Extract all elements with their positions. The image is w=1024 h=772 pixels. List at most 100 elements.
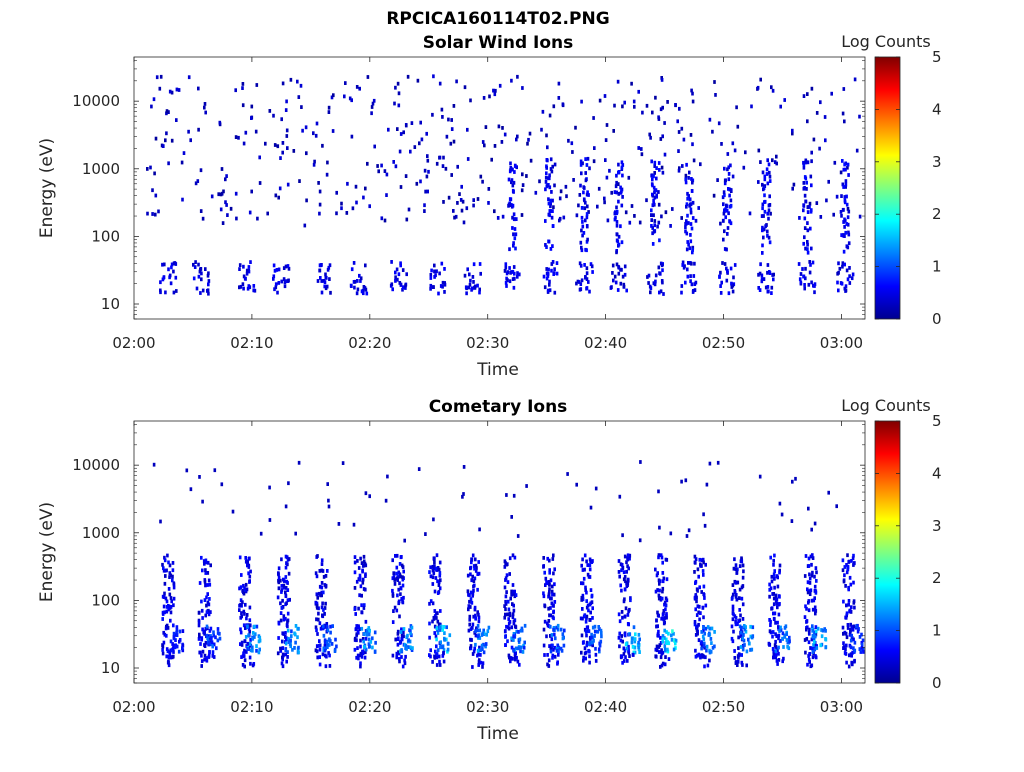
sw-dot (461, 199, 465, 204)
sw-dot (640, 147, 643, 151)
sw-streak-cell (544, 175, 548, 180)
ci-core-cell (747, 637, 750, 642)
ci-tail-cell (321, 652, 325, 657)
ci-column-cell (473, 605, 477, 610)
sw-low-cell (276, 290, 279, 295)
ci-core-cell (512, 634, 515, 639)
ci-column-cell (696, 624, 699, 629)
ci-tail-cell (806, 662, 809, 667)
sw-dot (399, 185, 403, 189)
sw-streak-cell (844, 179, 848, 183)
sw-low-cell (172, 269, 175, 274)
sw-dot (299, 83, 303, 88)
x-tick-label: 02:50 (702, 334, 745, 352)
ci-column-cell (437, 654, 441, 659)
sw-low-cell (364, 287, 368, 292)
ci-column-cell (433, 560, 436, 565)
ci-core-cell (181, 629, 185, 633)
ci-column-cell (507, 653, 511, 658)
sw-streak-cell (691, 216, 695, 220)
sw-streak-cell (690, 177, 693, 181)
sw-low-cell (809, 263, 812, 267)
sw-streak-cell (844, 185, 847, 189)
sw-dot (465, 206, 469, 211)
y-tick-label: 10 (101, 659, 120, 677)
sw-dot (541, 109, 545, 114)
sw-streak-cell (728, 187, 732, 192)
ci-core-cell (253, 624, 256, 629)
ci-tail-cell (207, 653, 211, 658)
ci-column-cell (778, 602, 781, 606)
ci-dot (810, 527, 813, 532)
sw-low-cell (719, 284, 722, 288)
ci-column-cell (738, 587, 742, 592)
sw-low-cell (550, 268, 553, 273)
ci-tail-cell (701, 654, 705, 658)
sw-streak-cell (621, 173, 624, 178)
ci-column-cell (807, 564, 811, 568)
ci-tail-cell (167, 663, 171, 668)
ci-core-cell (597, 647, 601, 652)
x-tick-label: 02:20 (348, 698, 391, 716)
sw-dot (496, 216, 500, 220)
sw-dot (454, 214, 458, 219)
ci-core-cell (181, 646, 184, 651)
colorbar-gradient-solar-wind (874, 56, 901, 320)
ci-dot (297, 460, 301, 465)
ci-column-cell (772, 611, 775, 616)
ci-column-cell (586, 603, 590, 608)
ci-column-cell (701, 557, 705, 562)
ci-column-cell (551, 584, 554, 589)
sw-low-cell (553, 267, 556, 272)
sw-dot (371, 101, 375, 106)
ci-column-cell (623, 597, 626, 602)
sw-dot (455, 79, 458, 84)
ci-column-cell (512, 603, 515, 608)
ci-core-cell (439, 640, 442, 645)
sw-streak-cell (727, 177, 731, 182)
sw-dot (300, 105, 303, 109)
ci-core-cell (661, 639, 664, 644)
ci-column-cell (734, 567, 738, 571)
sw-dot (559, 189, 563, 194)
ci-column-cell (361, 637, 365, 641)
ci-column-cell (589, 559, 592, 564)
ci-column-cell (626, 581, 629, 585)
sw-low-cell (207, 271, 210, 276)
sw-dot (234, 135, 238, 139)
ci-column-cell (361, 580, 365, 585)
ci-column-cell (200, 599, 203, 604)
ci-tail-cell (403, 661, 407, 666)
ci-core-cell (328, 637, 331, 642)
ci-column-cell (585, 599, 588, 603)
sw-streak-cell (691, 245, 695, 250)
sw-streak-cell (802, 181, 806, 185)
sw-dot (165, 111, 168, 116)
ci-column-cell (849, 582, 853, 587)
sw-streak-cell (727, 165, 730, 170)
ci-column-cell (552, 647, 555, 652)
colorbar-label-cometary: Log Counts (841, 396, 931, 415)
sw-dot (315, 121, 319, 126)
ci-column-cell (702, 560, 705, 565)
sw-dot (681, 164, 684, 168)
sw-streak-cell (586, 224, 589, 229)
sw-streak-cell (614, 210, 617, 215)
sw-dot (815, 201, 819, 205)
ci-column-cell (168, 563, 172, 568)
ci-column-cell (654, 647, 658, 652)
sw-dot (219, 192, 223, 197)
sw-low-cell (201, 288, 205, 293)
sw-dot (731, 141, 735, 146)
sw-streak-cell (690, 189, 694, 193)
ci-tail-cell (251, 663, 255, 668)
ci-core-cell (286, 650, 289, 654)
sw-dot (617, 182, 620, 186)
ci-column-cell (246, 560, 249, 565)
sw-low-cell (397, 272, 401, 277)
ci-column-cell (247, 627, 251, 631)
ci-core-cell (435, 626, 439, 631)
ci-tail-cell (327, 651, 330, 655)
sw-dot (438, 155, 442, 160)
ci-core-cell (290, 634, 293, 638)
